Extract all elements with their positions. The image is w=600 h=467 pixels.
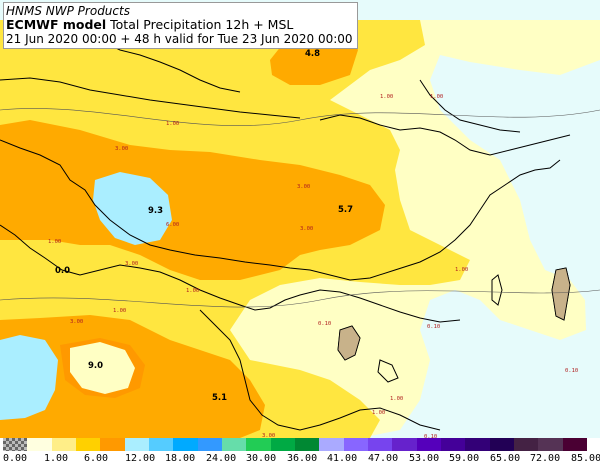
color-scale-tick: 47.00 xyxy=(368,453,399,464)
color-scale-swatch xyxy=(148,438,174,451)
color-scale-swatch xyxy=(489,438,514,451)
color-scale-tick: 85.00 xyxy=(571,453,600,464)
color-scale-swatch xyxy=(100,438,125,451)
color-scale-swatch xyxy=(513,438,539,451)
isoline-label: 0.10 xyxy=(565,368,578,374)
precip-zone-orange xyxy=(0,120,385,280)
isoline-label: 3.00 xyxy=(70,319,83,325)
color-scale-swatch xyxy=(562,438,587,451)
color-scale-swatch xyxy=(221,438,247,451)
isoline-label: 1.00 xyxy=(455,267,468,273)
color-scale-tick: 59.00 xyxy=(449,453,480,464)
isoline-labels: 1.00 3.00 3.00 3.00 1.00 1.00 1.00 3.00 … xyxy=(48,94,578,440)
precip-max-label: 4.8 xyxy=(305,49,320,59)
color-scale-swatch xyxy=(197,438,222,451)
island-chios xyxy=(337,325,361,361)
color-scale-swatch xyxy=(319,438,344,451)
color-scale-tick: 1.00 xyxy=(44,453,69,464)
map-title-box: HNMS NWP Products ECMWF model Total Prec… xyxy=(3,2,358,49)
precip-max-cyan-2 xyxy=(0,335,58,420)
color-scale-swatch xyxy=(270,438,295,451)
island-east xyxy=(551,267,571,321)
precip-max-cyan-1 xyxy=(93,172,172,245)
color-scale-tick: 18.00 xyxy=(165,453,196,464)
precip-max-label: 5.1 xyxy=(212,393,227,403)
precip-max-label: 9.0 xyxy=(88,361,103,371)
color-scale-swatch xyxy=(465,438,490,451)
color-scale-tick: 53.00 xyxy=(409,453,440,464)
isoline-label: 1.00 xyxy=(390,396,403,402)
isoline-label: 3.00 xyxy=(125,261,138,267)
color-scale-swatch xyxy=(51,438,76,451)
isoline-label: 6.00 xyxy=(166,222,179,228)
isoline-label: 3.00 xyxy=(262,433,275,439)
product-source: HNMS NWP Products xyxy=(6,4,130,18)
precip-zone-light-inner xyxy=(70,342,135,394)
isoline-label: 0.10 xyxy=(427,324,440,330)
color-scale-labels: 0.00 1.00 6.00 12.00 18.00 24.00 30.00 36.00 41.… xyxy=(0,452,600,466)
valid-time: 21 Jun 2020 00:00 + 48 h valid for Tue 2… xyxy=(6,32,353,46)
isobars xyxy=(0,108,600,308)
precip-max-label: 9.3 xyxy=(148,206,163,216)
isoline-label: 3.00 xyxy=(115,146,128,152)
color-scale-swatch xyxy=(392,438,417,451)
color-scale-swatch xyxy=(538,438,563,451)
color-scale-swatch xyxy=(3,438,28,451)
color-scale-tick: 36.00 xyxy=(287,453,318,464)
model-name: ECMWF model xyxy=(6,17,107,32)
color-scale-tick: 24.00 xyxy=(206,453,237,464)
color-scale-swatch xyxy=(173,438,198,451)
color-scale-tick: 6.00 xyxy=(84,453,109,464)
color-scale-tick: 12.00 xyxy=(125,453,156,464)
color-scale-swatch xyxy=(440,438,466,451)
color-scale-swatch xyxy=(367,438,393,451)
isoline-label: 1.00 xyxy=(186,288,199,294)
color-scale-tick: 72.00 xyxy=(530,453,561,464)
precip-max-label: 5.7 xyxy=(338,205,353,215)
precip-max-label: 0.0 xyxy=(55,266,70,276)
color-scale xyxy=(3,438,587,451)
isoline-label: 1.00 xyxy=(48,239,61,245)
color-scale-tick: 41.00 xyxy=(327,453,358,464)
color-scale-swatch xyxy=(246,438,271,451)
color-scale-tick: 30.00 xyxy=(246,453,277,464)
isoline-label: 1.00 xyxy=(380,94,393,100)
color-scale-swatch xyxy=(75,438,101,451)
isoline-label: 3.00 xyxy=(297,184,310,190)
isoline-label: 0.10 xyxy=(318,321,331,327)
color-scale-swatch xyxy=(27,438,52,451)
color-scale-swatch xyxy=(124,438,149,451)
isoline-label: 3.00 xyxy=(300,226,313,232)
color-scale-swatch xyxy=(416,438,441,451)
color-scale-swatch xyxy=(294,438,320,451)
isoline-label: 1.00 xyxy=(113,308,126,314)
color-scale-tick: 0.00 xyxy=(3,453,28,464)
model-title: ECMWF model Total Precipitation 12h + MS… xyxy=(6,18,353,32)
isoline-label: 0.10 xyxy=(424,434,437,440)
color-scale-tick: 65.00 xyxy=(490,453,521,464)
isoline-label: 1.00 xyxy=(166,121,179,127)
color-scale-swatch xyxy=(343,438,368,451)
product-name: Total Precipitation 12h + MSL xyxy=(110,17,294,32)
isoline-label: 1.00 xyxy=(430,94,443,100)
isoline-label: 1.00 xyxy=(372,410,385,416)
